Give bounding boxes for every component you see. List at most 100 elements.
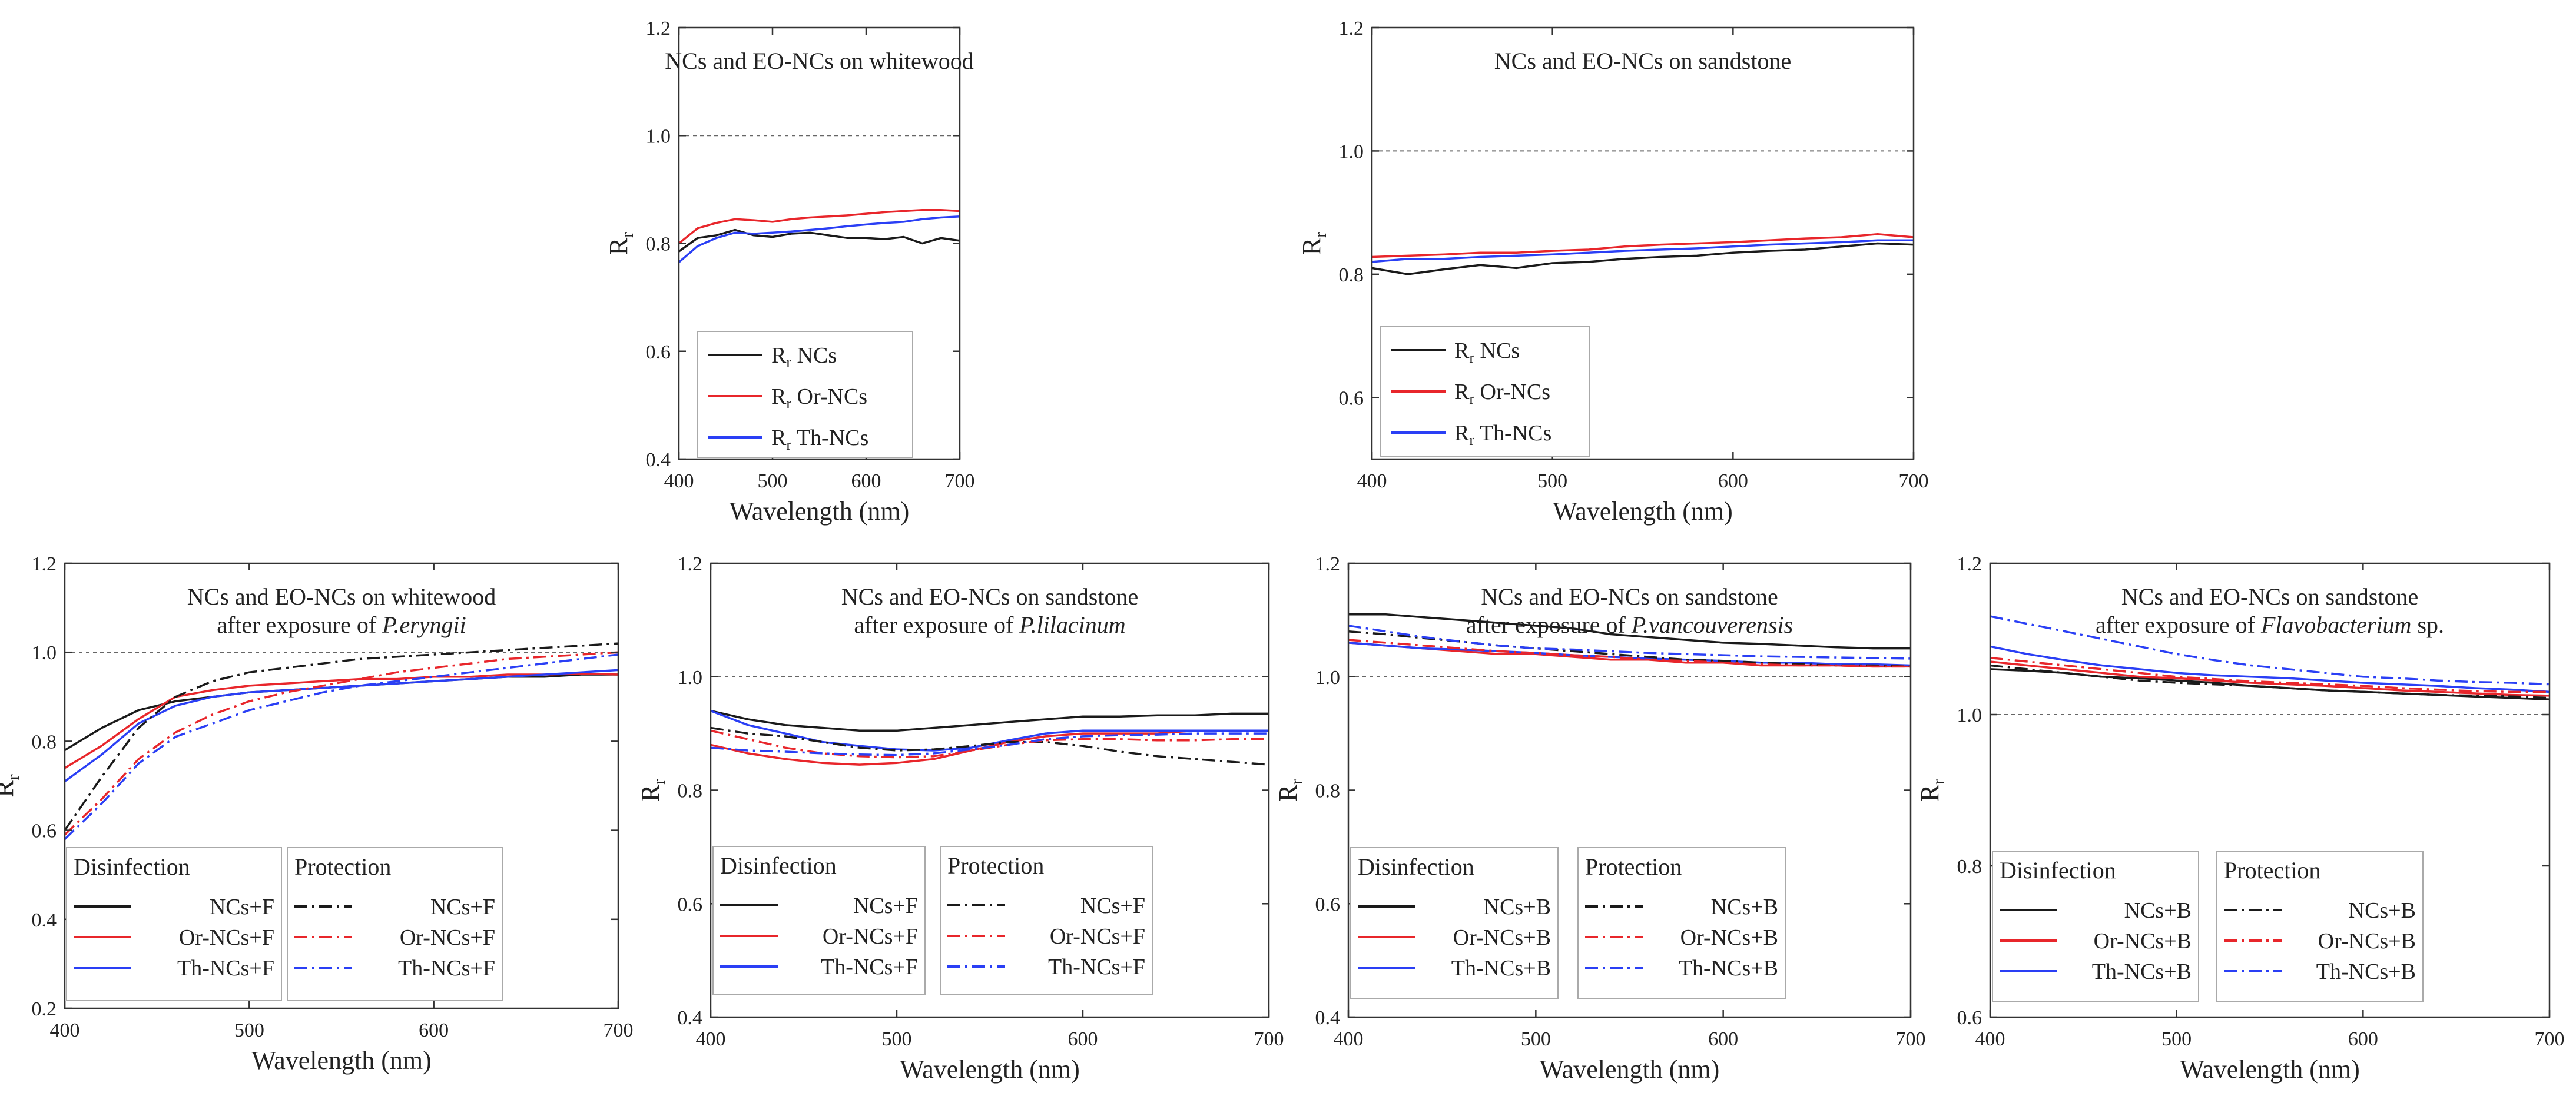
plot-frame bbox=[1989, 562, 2551, 1018]
chart-title: NCs and EO-NCs on sandstone bbox=[2121, 583, 2418, 610]
chart-title: NCs and EO-NCs on sandstone bbox=[1494, 48, 1791, 74]
y-axis-label-main: R bbox=[0, 780, 19, 798]
y-axis-label: Rr bbox=[1297, 232, 1330, 255]
chart-panel-2: 400 500 600 700 0.6 0.8 1.0 1.2 Wavelength (nm) R… bbox=[1297, 18, 1929, 526]
subtitle-italic: P.lilacinum bbox=[1019, 612, 1125, 638]
chart-title: NCs and EO-NCs on sandstone bbox=[1481, 583, 1778, 610]
subtitle-text: after exposure of bbox=[2096, 612, 2261, 638]
chart-panel-3: 400 500 600 700 0.2 0.4 0.6 0.8 1.0 1.2 Wavelength… bbox=[0, 553, 634, 1075]
y-tick-label: 0.8 bbox=[678, 781, 703, 802]
legend-box bbox=[2216, 851, 2424, 1002]
y-tick-label: 0.6 bbox=[1957, 1007, 1982, 1029]
x-tick-label: 400 bbox=[664, 470, 694, 492]
legend-group-title: Disinfection bbox=[720, 852, 837, 879]
legend-label-rest: Or-NCs bbox=[791, 384, 867, 409]
legend-label: Or-NCs+F bbox=[823, 924, 918, 949]
series-line-6 bbox=[1990, 615, 2550, 686]
series-line-2 bbox=[1371, 233, 1914, 258]
plot-frame bbox=[1371, 26, 1915, 460]
legend-label-sub: r bbox=[1469, 431, 1474, 449]
subtitle-suffix: sp. bbox=[2411, 612, 2444, 638]
plot-frame bbox=[64, 562, 619, 1009]
series-line-2 bbox=[64, 672, 619, 769]
y-axis-label: Rr bbox=[604, 232, 637, 255]
subtitle-text: after exposure of bbox=[1466, 612, 1632, 638]
x-tick-label: 600 bbox=[851, 470, 881, 492]
y-axis-label-main: R bbox=[636, 784, 665, 802]
legend-label-sub: r bbox=[786, 395, 791, 412]
y-tick-label: 1.0 bbox=[1315, 667, 1341, 689]
x-tick-label: 700 bbox=[604, 1019, 634, 1041]
legend-label: NCs+B bbox=[1484, 895, 1551, 919]
chart-title: NCs and EO-NCs on whitewood bbox=[187, 583, 496, 610]
legend-label: Or-NCs+F bbox=[179, 925, 274, 950]
legend-label: Or-NCs+B bbox=[1453, 925, 1551, 950]
y-tick-label: 1.0 bbox=[646, 125, 671, 147]
legend-label-main: R bbox=[771, 426, 787, 450]
legend-label-main: R bbox=[1454, 338, 1470, 363]
series-line-1 bbox=[1371, 242, 1914, 275]
legend-label: NCs+F bbox=[853, 894, 918, 918]
y-tick-label: 0.8 bbox=[1957, 856, 1982, 878]
x-tick-label: 700 bbox=[945, 470, 975, 492]
x-tick-label: 600 bbox=[419, 1019, 449, 1041]
legend-box bbox=[940, 846, 1153, 995]
legend-label-main: R bbox=[771, 384, 787, 409]
legend-label: Or-NCs+B bbox=[2094, 929, 2192, 954]
y-axis-label-sub: r bbox=[618, 232, 637, 238]
x-axis-label: Wavelength (nm) bbox=[1553, 497, 1733, 526]
series-line-4 bbox=[710, 726, 1269, 766]
series-line-2 bbox=[1990, 660, 2550, 697]
x-tick-label: 500 bbox=[882, 1028, 912, 1050]
legend-label-rest: NCs bbox=[1474, 338, 1520, 363]
series-line-3 bbox=[1990, 645, 2550, 693]
y-tick-label: 1.0 bbox=[1957, 705, 1982, 726]
y-axis-label-main: R bbox=[1274, 784, 1302, 802]
legend-label: Th-NCs+B bbox=[1451, 956, 1551, 981]
chart-title: NCs and EO-NCs on whitewood bbox=[665, 48, 973, 74]
x-tick-label: 400 bbox=[1975, 1028, 2005, 1050]
series-line-3 bbox=[1371, 239, 1914, 263]
legend-label: Or-NCs+B bbox=[1680, 925, 1778, 950]
legend-label: Rr NCs bbox=[771, 343, 837, 371]
legend-group-title: Disinfection bbox=[1358, 853, 1474, 880]
series-line-4 bbox=[1990, 664, 2550, 699]
subtitle-italic: Flavobacterium bbox=[2260, 612, 2412, 638]
series-line-1 bbox=[1348, 613, 1911, 650]
y-axis-label: Rr bbox=[1274, 779, 1307, 802]
x-tick-label: 400 bbox=[1334, 1028, 1364, 1050]
y-axis-label-main: R bbox=[1297, 237, 1326, 255]
y-tick-label: 1.0 bbox=[32, 642, 57, 664]
legend-label: NCs+F bbox=[430, 895, 495, 919]
legend-label-rest: Th-NCs bbox=[1474, 421, 1551, 446]
x-axis-label: Wavelength (nm) bbox=[730, 497, 910, 526]
chart-subtitle: after exposure of P.lilacinum bbox=[854, 612, 1125, 638]
legend-label: Or-NCs+F bbox=[1050, 924, 1145, 949]
y-tick-label: 0.6 bbox=[646, 341, 671, 363]
y-axis-label-sub: r bbox=[4, 774, 23, 780]
series-line-6 bbox=[1348, 625, 1911, 660]
y-tick-label: 1.2 bbox=[1957, 553, 1982, 575]
x-axis-label: Wavelength (nm) bbox=[2180, 1055, 2360, 1084]
y-tick-label: 0.4 bbox=[32, 909, 57, 931]
x-tick-label: 600 bbox=[2348, 1028, 2378, 1050]
x-tick-label: 600 bbox=[1068, 1028, 1098, 1050]
x-axis-label: Wavelength (nm) bbox=[900, 1055, 1080, 1084]
legend-group-title: Protection bbox=[1585, 853, 1682, 880]
legend-label: Rr Or-NCs bbox=[771, 384, 867, 412]
legend-label: NCs+B bbox=[1711, 895, 1778, 919]
legend-label: Rr Th-NCs bbox=[1454, 421, 1551, 449]
legend-label: NCs+B bbox=[2124, 898, 2192, 923]
series-line-5 bbox=[64, 651, 619, 836]
legend-label: Th-NCs+F bbox=[398, 956, 495, 981]
y-tick-label: 0.8 bbox=[1315, 781, 1341, 802]
chart-subtitle: after exposure of Flavobacterium sp. bbox=[2096, 612, 2444, 638]
legend-label: Th-NCs+B bbox=[2092, 959, 2192, 984]
legend-label: NCs+F bbox=[210, 895, 274, 919]
legend-label: Rr NCs bbox=[1454, 338, 1520, 366]
y-axis-label: Rr bbox=[1915, 779, 1948, 802]
x-tick-label: 700 bbox=[2535, 1028, 2565, 1050]
x-axis-label: Wavelength (nm) bbox=[251, 1046, 432, 1075]
chart-panel-5: 400 500 600 700 0.4 0.6 0.8 1.0 1.2 Wavelength (n… bbox=[1274, 553, 1926, 1084]
y-tick-label: 0.4 bbox=[1315, 1007, 1341, 1029]
